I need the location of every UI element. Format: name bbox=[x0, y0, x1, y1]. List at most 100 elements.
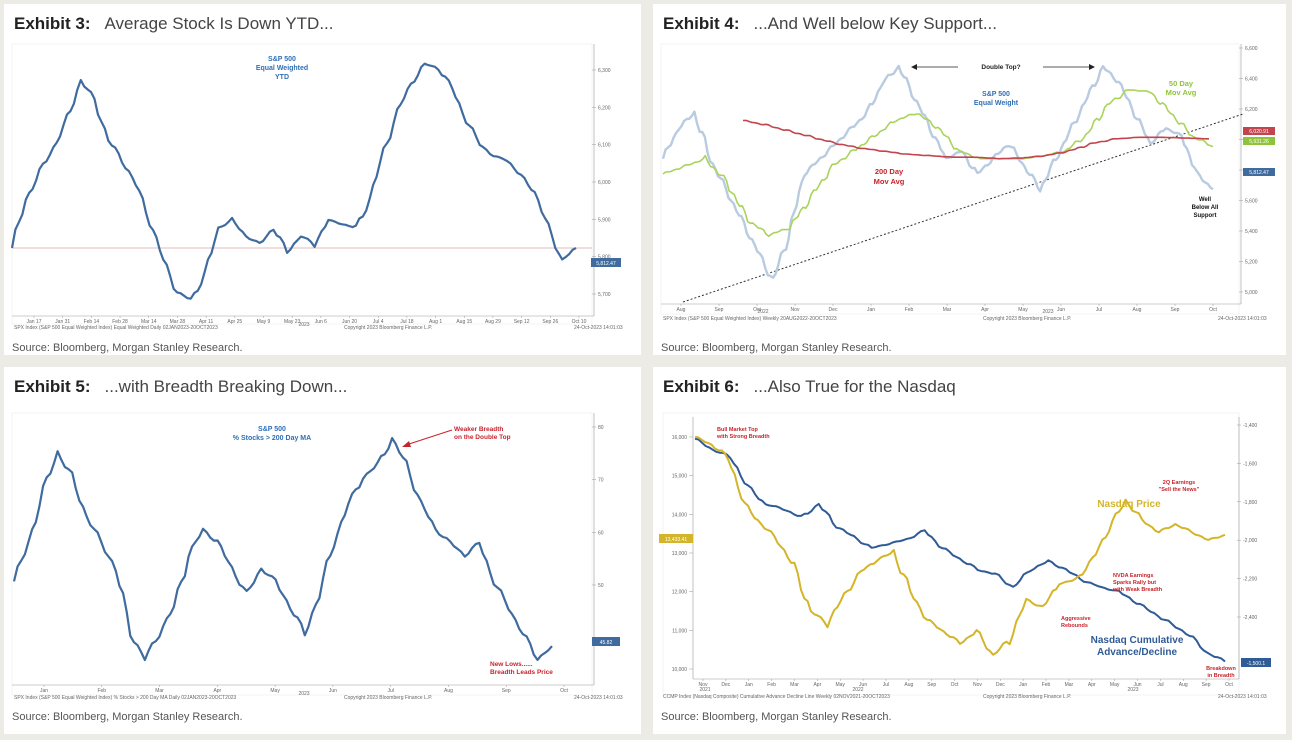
footnote-right: 24-Oct-2023 14:01:03 bbox=[1218, 694, 1267, 700]
cum-ad-label-line1: Nasdaq Cumulative bbox=[1091, 635, 1184, 646]
last-value-tag-bg bbox=[592, 637, 620, 646]
x-tick-label: Sep bbox=[715, 307, 724, 313]
x-tick-label: Mar 28 bbox=[170, 319, 186, 325]
x-tick-label: Mar bbox=[155, 688, 164, 694]
x-tick-label: Jul bbox=[1096, 307, 1102, 313]
x-tick-group: Jan Feb Mar Apr May Jun Jul Aug Sep Oct bbox=[40, 685, 568, 694]
breakdown-line1: Breakdown bbox=[1206, 666, 1236, 672]
x-tick-label: May 9 bbox=[257, 319, 271, 325]
x-tick-label: Jun 6 bbox=[315, 319, 327, 325]
x-tick-label: Aug bbox=[677, 307, 686, 313]
weak-breadth-arrow bbox=[405, 429, 453, 446]
x-tick-label: Feb 14 bbox=[84, 319, 100, 325]
aggressive-rebounds-line2: Rebounds bbox=[1061, 623, 1088, 629]
y-tick-label: 5,600 bbox=[1245, 199, 1258, 205]
exhibit-3-chart: 6,300 6,200 6,100 6,000 5,900 5,800 5,700 Jan … bbox=[10, 43, 623, 331]
year-label-1: 2021 bbox=[699, 687, 710, 693]
exhibit-4-number: Exhibit 4: bbox=[663, 14, 740, 33]
tag-red-bg bbox=[1243, 127, 1275, 135]
double-top-arrowhead-left bbox=[911, 64, 917, 70]
exhibit-6-title: ...Also True for the Nasdaq bbox=[753, 377, 956, 396]
x-tick-label: Sep 26 bbox=[542, 319, 558, 325]
support-trendline bbox=[682, 113, 1244, 303]
tag-right-bg bbox=[1241, 658, 1271, 667]
y-tick-group: 80 70 60 50 bbox=[592, 425, 604, 589]
ma200-label-line1: 200 Day bbox=[875, 167, 904, 176]
y-tick-label: 6,100 bbox=[598, 143, 611, 149]
series-label-line1: S&P 500 bbox=[982, 91, 1010, 98]
footnote-mid: Copyright 2023 Bloomberg Finance L.P. bbox=[983, 694, 1071, 700]
footnote-left: CCMP Index (Nasdaq Composite) Cumulative… bbox=[663, 694, 890, 700]
last-value-tag: 45.82 bbox=[600, 640, 613, 646]
tag-green-bg bbox=[1243, 137, 1275, 145]
exhibit-4-title: ...And Well below Key Support... bbox=[753, 14, 997, 33]
footnote-mid: Copyright 2023 Bloomberg Finance L.P. bbox=[344, 325, 432, 331]
x-tick-label: Mar bbox=[790, 682, 799, 688]
y-tick-label: 60 bbox=[598, 530, 604, 536]
exhibit-5-header: Exhibit 5: ...with Breadth Breaking Down.… bbox=[14, 377, 347, 397]
x-tick-label: Jan bbox=[40, 688, 48, 694]
footnote-left: SPX Index (S&P 500 Equal Weighted Index)… bbox=[14, 695, 237, 701]
y-tick-label: 70 bbox=[598, 478, 604, 484]
x-tick-label: Jan 31 bbox=[55, 319, 70, 325]
nvda-line3: with Weak Breadth bbox=[1112, 587, 1163, 593]
exhibit-3-number: Exhibit 3: bbox=[14, 14, 91, 33]
x-tick-label: Jun bbox=[1057, 307, 1065, 313]
q2-earnings-line2: "Sell the News" bbox=[1159, 487, 1200, 493]
plot-area bbox=[11, 412, 593, 696]
new-lows-line1: New Lows...... bbox=[490, 661, 533, 668]
x-tick-label: Feb bbox=[767, 682, 776, 688]
x-tick-label: Jul 18 bbox=[400, 319, 414, 325]
support-label-line1: Well bbox=[1199, 197, 1212, 203]
x-tick-label: Jul bbox=[1157, 682, 1163, 688]
y-tick-label: 11,000 bbox=[672, 628, 687, 634]
weak-breadth-arrowhead bbox=[402, 441, 411, 447]
bull-top-line2: with Strong Breadth bbox=[716, 434, 770, 440]
x-tick-label: Sep 12 bbox=[514, 319, 530, 325]
exhibit-4-source: Source: Bloomberg, Morgan Stanley Resear… bbox=[661, 342, 892, 354]
footnote-left: SPX Index (S&P 500 Equal Weighted Index)… bbox=[14, 325, 218, 331]
x-tick-label: Feb bbox=[905, 307, 914, 313]
double-top-label: Double Top? bbox=[981, 64, 1020, 71]
x-tick-label: Aug bbox=[904, 682, 913, 688]
y-tick-label: -1,400 bbox=[1243, 423, 1257, 429]
x-tick-label: Apr bbox=[813, 682, 821, 688]
series-label-line1: S&P 500 bbox=[258, 426, 286, 433]
x-tick-label: May bbox=[1018, 307, 1028, 313]
ma200-label-line2: Mov Avg bbox=[874, 177, 905, 186]
y-tick-label: 15,000 bbox=[672, 474, 688, 480]
x-tick-label: Aug 1 bbox=[429, 319, 442, 325]
y-tick-label: -2,200 bbox=[1243, 577, 1257, 583]
y-tick-group: 6,300 6,200 6,100 6,000 5,900 5,800 5,700 bbox=[592, 68, 611, 298]
x-tick-label: Feb bbox=[1042, 682, 1051, 688]
y-tick-label: 5,700 bbox=[598, 292, 611, 298]
year-label: 2023 bbox=[298, 322, 309, 328]
x-tick-label: May 23 bbox=[284, 319, 301, 325]
tag-left: 13,433.41 bbox=[665, 537, 687, 543]
x-tick-group: Nov Dec Jan Feb Mar Apr May Jun Jul Aug Sep Oct Nov D… bbox=[699, 679, 1233, 688]
new-lows-line2: Breadth Leads Price bbox=[490, 669, 553, 676]
y-tick-label: -1,800 bbox=[1243, 500, 1257, 506]
x-tick-label: Dec bbox=[829, 307, 838, 313]
footnote-right: 24-Oct-2023 14:01:03 bbox=[574, 325, 623, 331]
series-label-line2: Equal Weighted bbox=[256, 65, 308, 72]
x-tick-label: Dec bbox=[996, 682, 1005, 688]
y-tick-label: 5,400 bbox=[1245, 229, 1258, 235]
x-tick-label: May bbox=[270, 688, 280, 694]
x-tick-label: Oct bbox=[951, 682, 959, 688]
plot-area bbox=[11, 43, 593, 325]
y-tick-label: 6,400 bbox=[1245, 77, 1258, 83]
nvda-line2: Sparks Rally but bbox=[1113, 580, 1156, 586]
tag-left-bg bbox=[659, 534, 693, 543]
x-tick-label: Nov bbox=[699, 682, 708, 688]
x-tick-label: Jun bbox=[1133, 682, 1141, 688]
exhibit-3-title: Average Stock Is Down YTD... bbox=[104, 14, 334, 33]
x-tick-group: Aug Sep Oct Nov Dec Jan Feb Mar Apr May Jun Jul Aug S… bbox=[677, 304, 1217, 313]
x-tick-label: Sep bbox=[927, 682, 936, 688]
y-tick-label: 6,200 bbox=[598, 105, 611, 111]
x-tick-label: Feb 28 bbox=[112, 319, 128, 325]
x-tick-label: Aug bbox=[1179, 682, 1188, 688]
weak-breadth-line2: on the Double Top bbox=[454, 434, 511, 441]
ma50-label-line2: Mov Avg bbox=[1166, 88, 1197, 97]
